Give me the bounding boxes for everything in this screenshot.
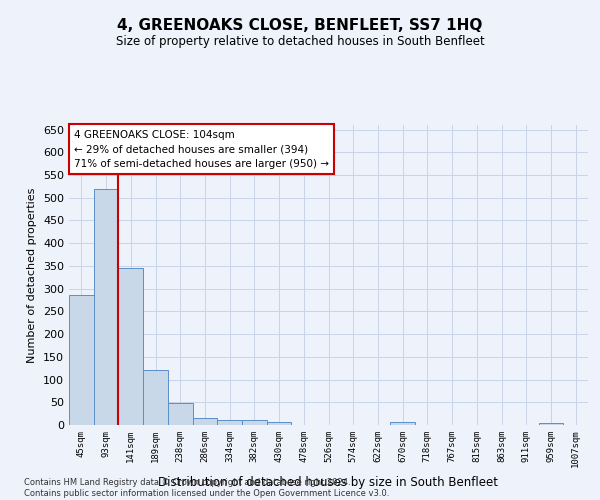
Bar	[193, 418, 217, 425]
Y-axis label: Number of detached properties: Number of detached properties	[28, 188, 37, 362]
Bar	[168, 403, 193, 425]
Bar	[118, 268, 143, 425]
Bar	[242, 420, 267, 425]
Text: Contains HM Land Registry data © Crown copyright and database right 2024.
Contai: Contains HM Land Registry data © Crown c…	[24, 478, 389, 498]
Text: 4 GREENOAKS CLOSE: 104sqm
← 29% of detached houses are smaller (394)
71% of semi: 4 GREENOAKS CLOSE: 104sqm ← 29% of detac…	[74, 130, 329, 169]
Bar	[217, 420, 242, 425]
Bar	[143, 370, 168, 425]
X-axis label: Distribution of detached houses by size in South Benfleet: Distribution of detached houses by size …	[158, 476, 499, 489]
Bar	[539, 422, 563, 425]
Bar	[267, 422, 292, 425]
Text: 4, GREENOAKS CLOSE, BENFLEET, SS7 1HQ: 4, GREENOAKS CLOSE, BENFLEET, SS7 1HQ	[118, 18, 482, 32]
Text: Size of property relative to detached houses in South Benfleet: Size of property relative to detached ho…	[116, 35, 484, 48]
Bar	[390, 422, 415, 425]
Bar	[69, 296, 94, 425]
Bar	[94, 188, 118, 425]
